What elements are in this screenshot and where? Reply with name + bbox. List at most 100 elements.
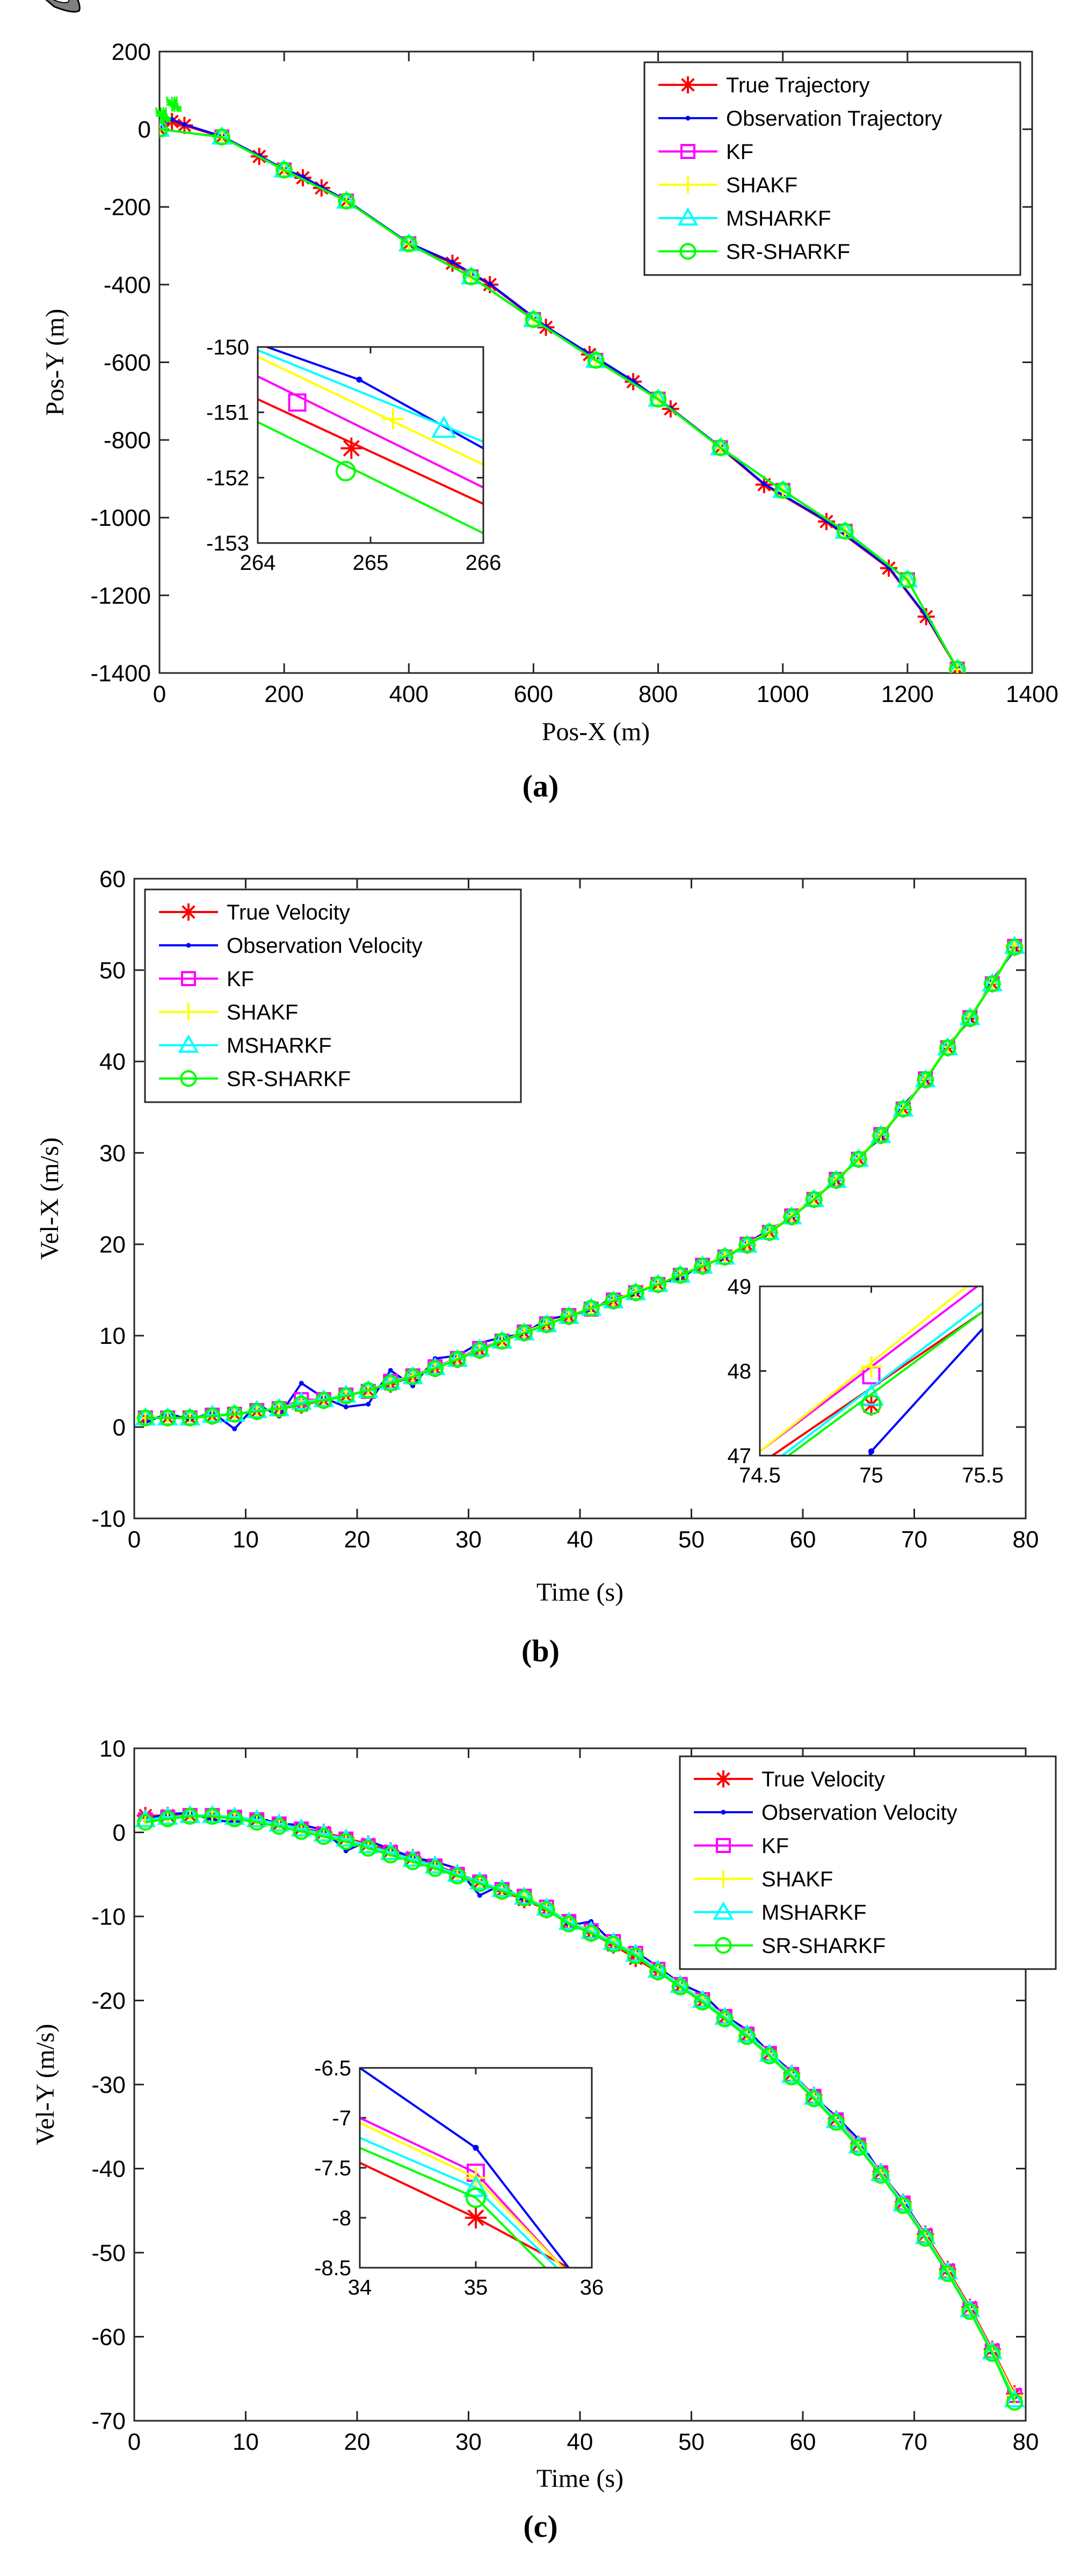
inset-y-tick-label: 48: [728, 1360, 752, 1384]
series-5-marker: [382, 1847, 399, 1864]
series-4-marker: [159, 118, 170, 137]
series-4-marker: [224, 1806, 245, 1825]
series-4-marker: [915, 2226, 936, 2245]
series-4-marker: [291, 1818, 312, 1837]
series-5-marker: [213, 128, 230, 146]
series-5-marker: [315, 1392, 332, 1409]
series-4-marker: [848, 2135, 869, 2154]
x-tick-label: 50: [678, 2429, 705, 2455]
legend-marker: [685, 115, 691, 121]
legend-entry: SHAKF: [227, 1001, 298, 1024]
inset-frame-top: [359, 2067, 593, 2269]
series-1-marker: [388, 1367, 393, 1373]
plot-area: [135, 935, 1025, 1431]
series-5-marker: [774, 482, 792, 499]
y-tick-label: -30: [91, 2072, 126, 2098]
series-4-marker: [959, 2299, 981, 2318]
legend-marker: [677, 207, 699, 226]
start-cluster: [171, 96, 176, 112]
panel-c: 0 10 20 30 40 50 60 70 80 -70 -60 -50 -40 -30 -20 -10 0 1…: [0, 1713, 1081, 2576]
y-tick-label: 30: [99, 1140, 126, 1167]
inset-marker-5: [861, 1394, 882, 1415]
legend-entry: Observation Velocity: [761, 1801, 957, 1825]
series-4-marker: [135, 1808, 156, 1828]
y-tick-label: -70: [91, 2408, 126, 2434]
inset-marker-4: [463, 2175, 489, 2197]
series-5-marker: [761, 2047, 778, 2065]
series-1-marker: [487, 281, 492, 286]
x-tick-label: 0: [128, 2429, 141, 2455]
series-4-marker: [291, 1391, 312, 1410]
series-5-marker: [761, 1224, 778, 1241]
series-1-marker: [366, 1401, 371, 1407]
series-4-marker: [469, 1871, 490, 1890]
legend-entry: MSHARKF: [227, 1034, 332, 1058]
series-5-marker: [338, 192, 355, 210]
legend-marker: [715, 1937, 732, 1954]
series-5-marker: [337, 1387, 354, 1405]
y-tick-label: -800: [104, 428, 151, 454]
series-5-marker: [525, 311, 542, 328]
series-5-marker: [984, 2345, 1001, 2362]
series-5-marker: [649, 1276, 666, 1293]
series-5-marker: [895, 1101, 912, 1118]
legend-entry: KF: [726, 140, 753, 164]
x-axis-label: Time (s): [536, 1578, 623, 1607]
y-tick-label: 10: [99, 1323, 126, 1349]
series-5-marker: [850, 1150, 867, 1168]
series-5-marker: [806, 1191, 823, 1208]
inset-y-tick-label: -150: [206, 336, 249, 359]
series-5-marker: [583, 1924, 600, 1942]
series-5-marker: [961, 2303, 978, 2320]
series-5-marker: [426, 1860, 444, 1877]
velocity-y-chart: 0 10 20 30 40 50 60 70 80 -70 -60 -50 -40 -30 -20 -10 0 1…: [31, 1735, 1057, 2493]
series-4-marker: [424, 1855, 446, 1874]
panel-b: 0 10 20 30 40 50 60 70 80 -10 0 10 20 30 40 50 60 Time (s…: [0, 843, 1081, 1713]
inset-y-tick-label: -152: [206, 466, 249, 490]
series-5-marker: [627, 1284, 644, 1301]
legend-marker: [180, 1070, 197, 1087]
series-5-marker: [738, 1236, 756, 1254]
trajectory-chart: 0 200 400 600 800 1000 1200 1400 -1400 -1200 -1000…: [32, 0, 1058, 746]
series-5-marker: [426, 1360, 444, 1377]
series-4-marker: [949, 658, 966, 673]
legend-marker: [178, 1034, 199, 1053]
series-5-marker: [159, 121, 168, 138]
series-5-line: [159, 128, 959, 670]
series-4-marker: [313, 1823, 335, 1842]
series-5-marker: [248, 1814, 265, 1831]
inset-marker-5: [466, 2187, 486, 2208]
y-tick-label: -60: [91, 2324, 126, 2350]
legend-marker: [181, 971, 196, 986]
series-5-marker: [949, 661, 966, 673]
y-tick-label: 10: [99, 1735, 126, 1762]
legend-entry: SR-SHARKF: [726, 240, 850, 264]
inset-x-tick-label: 36: [580, 2276, 604, 2299]
inset-marker-0: [343, 440, 360, 457]
legend-marker: [186, 943, 191, 948]
y-tick-label: -40: [91, 2156, 126, 2182]
inset-x-tick-label: 34: [348, 2276, 372, 2299]
series-1-marker: [343, 1404, 349, 1409]
series-5-marker: [917, 1071, 934, 1088]
series-5-marker: [494, 1883, 511, 1900]
legend-entry: True Velocity: [227, 901, 350, 924]
series-5-marker: [226, 1810, 243, 1828]
series-5-marker: [694, 1994, 711, 2011]
legend-marker: [713, 1901, 734, 1920]
legend-marker: [721, 1810, 726, 1815]
inset-series-5-line: [258, 421, 483, 534]
series-5-marker: [872, 2167, 889, 2184]
series-5-marker: [716, 1248, 734, 1265]
panel-a: 0 200 400 600 800 1000 1200 1400 -1400 -1200 -1000…: [0, 0, 1081, 843]
series-4-marker: [269, 1813, 290, 1832]
boat-deck: [37, 0, 70, 4]
series-5-marker: [828, 1171, 845, 1189]
inset-frame-top: [759, 1285, 984, 1457]
x-tick-label: 50: [678, 1526, 705, 1553]
series-5-marker: [649, 390, 667, 408]
series-5-marker: [895, 2197, 912, 2214]
series-5-marker: [712, 439, 729, 457]
series-5-marker: [837, 523, 854, 540]
legend-entry: Observation Trajectory: [726, 107, 942, 131]
